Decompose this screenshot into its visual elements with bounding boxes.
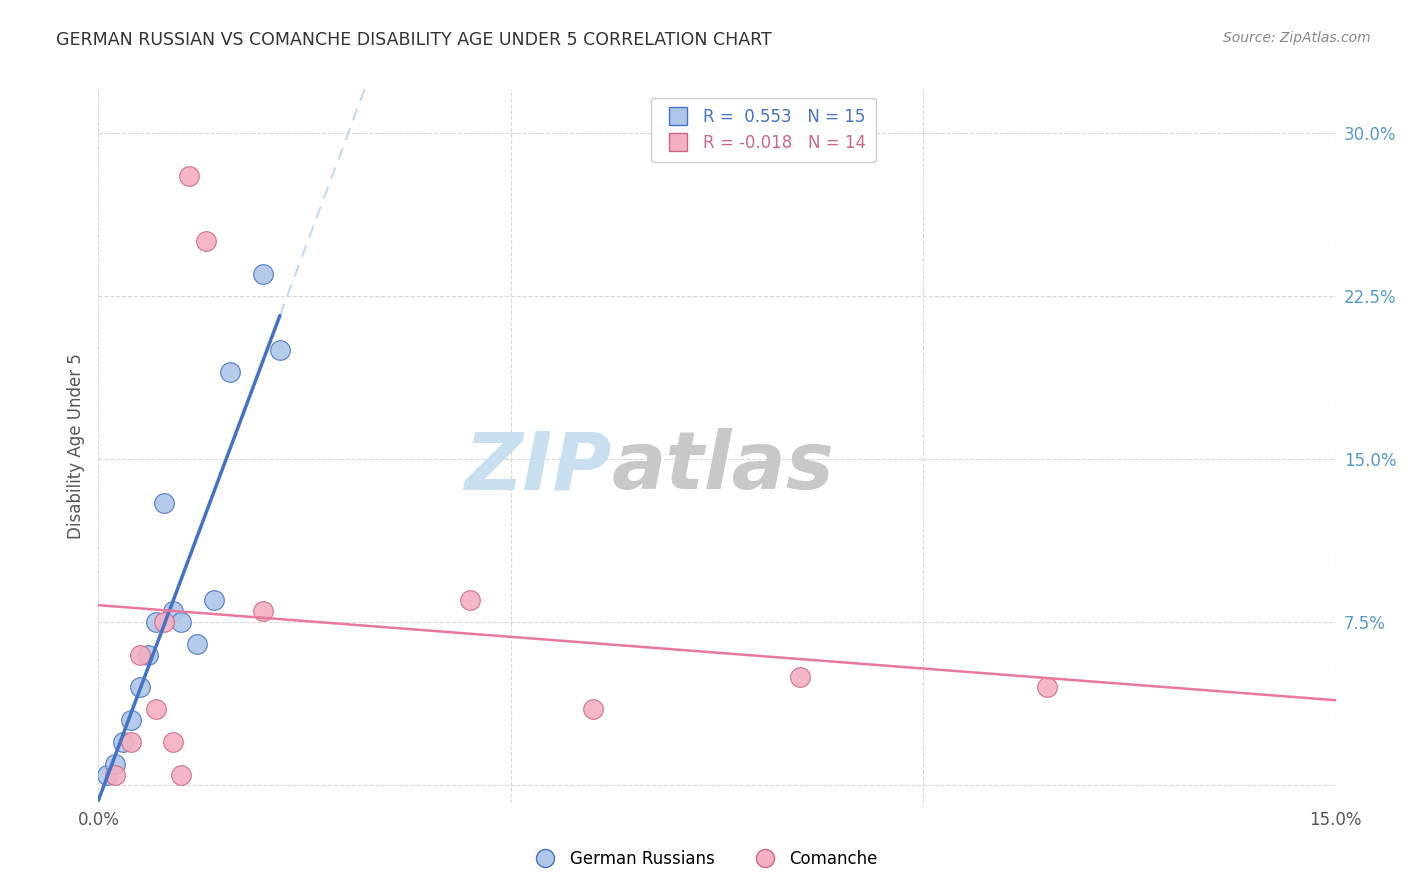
- Point: [252, 267, 274, 281]
- Point: [128, 681, 150, 695]
- Point: [120, 713, 142, 727]
- Point: [128, 648, 150, 662]
- Legend: German Russians, Comanche: German Russians, Comanche: [522, 844, 884, 875]
- Point: [153, 495, 176, 509]
- Point: [96, 767, 118, 781]
- Point: [120, 735, 142, 749]
- Legend: R =  0.553   N = 15, R = -0.018   N = 14: R = 0.553 N = 15, R = -0.018 N = 14: [651, 97, 876, 161]
- Point: [186, 637, 208, 651]
- Point: [170, 615, 193, 630]
- Point: [219, 365, 242, 379]
- Text: GERMAN RUSSIAN VS COMANCHE DISABILITY AGE UNDER 5 CORRELATION CHART: GERMAN RUSSIAN VS COMANCHE DISABILITY AG…: [56, 31, 772, 49]
- Point: [170, 767, 193, 781]
- Point: [179, 169, 201, 184]
- Point: [104, 756, 127, 771]
- Point: [162, 735, 184, 749]
- Point: [145, 702, 167, 716]
- Point: [145, 615, 167, 630]
- Point: [252, 604, 274, 618]
- Text: Source: ZipAtlas.com: Source: ZipAtlas.com: [1223, 31, 1371, 45]
- Point: [582, 702, 605, 716]
- Point: [789, 670, 811, 684]
- Point: [202, 593, 225, 607]
- Point: [194, 235, 217, 249]
- Point: [136, 648, 159, 662]
- Point: [112, 735, 135, 749]
- Point: [162, 604, 184, 618]
- Point: [104, 767, 127, 781]
- Point: [458, 593, 481, 607]
- Point: [1036, 681, 1059, 695]
- Point: [153, 615, 176, 630]
- Text: ZIP: ZIP: [464, 428, 612, 507]
- Text: atlas: atlas: [612, 428, 835, 507]
- Y-axis label: Disability Age Under 5: Disability Age Under 5: [66, 353, 84, 539]
- Point: [269, 343, 291, 358]
